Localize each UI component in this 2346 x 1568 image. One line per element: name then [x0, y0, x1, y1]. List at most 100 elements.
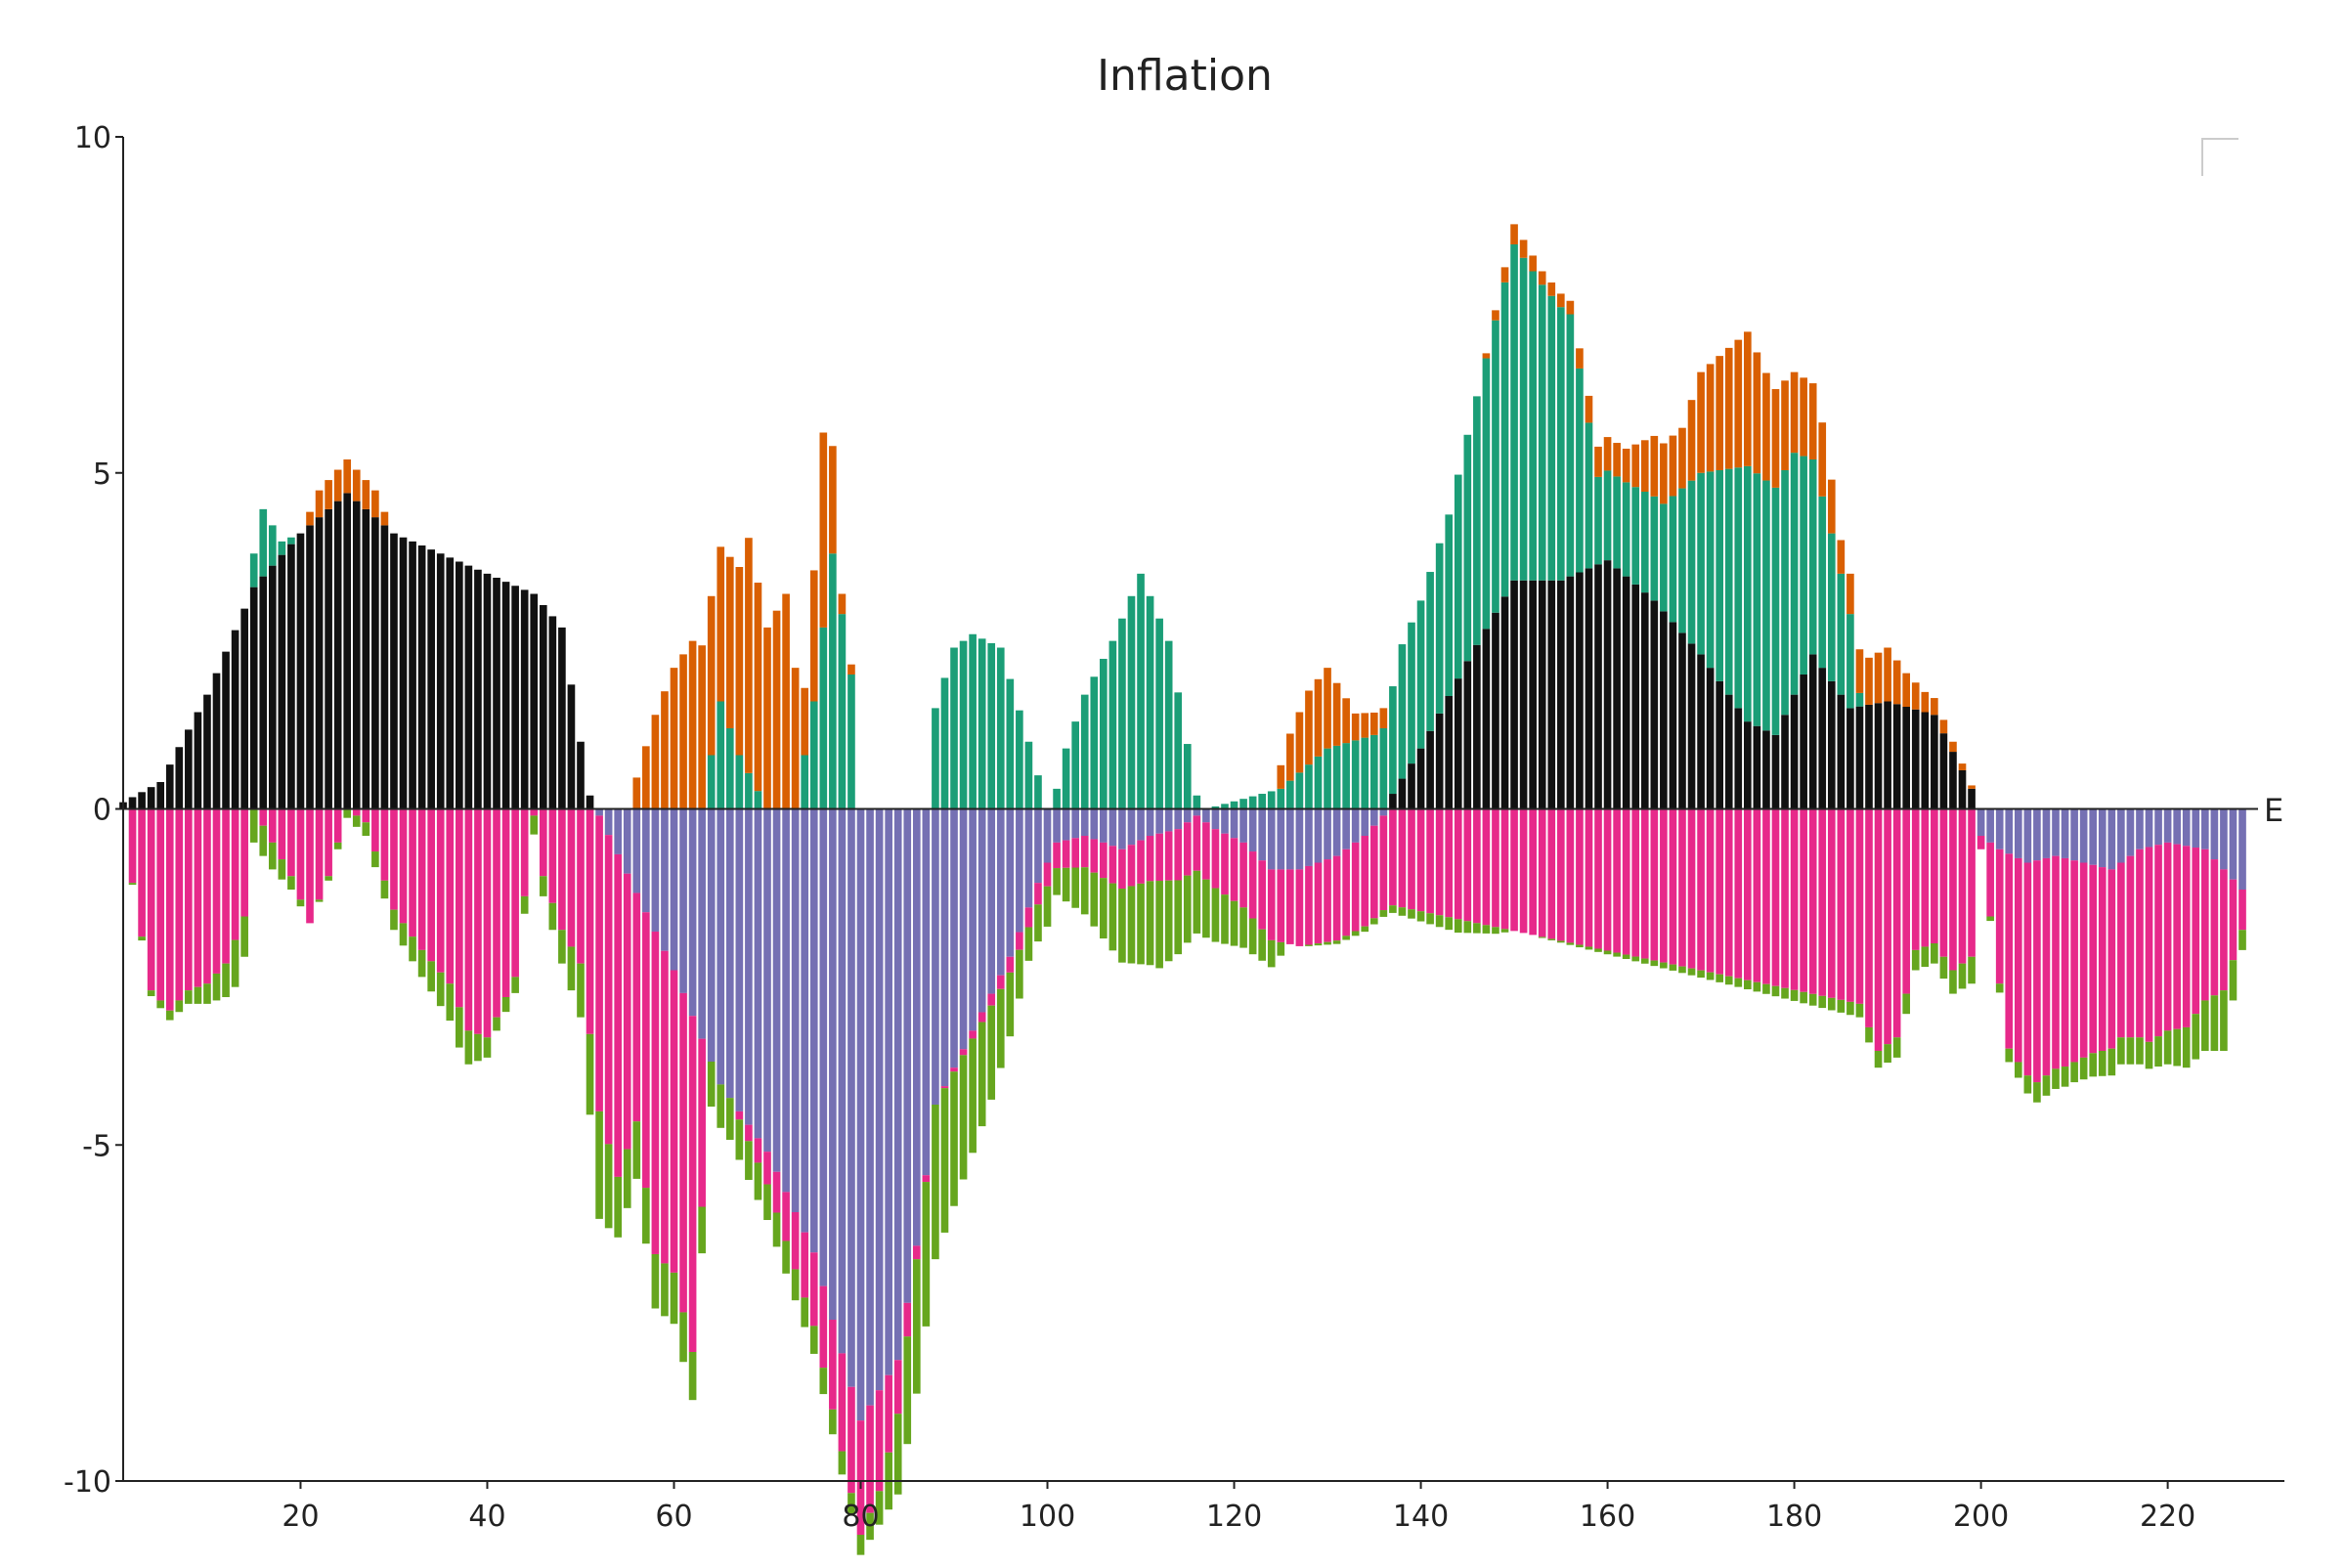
- bar-teal-67: [735, 755, 744, 809]
- bar-purple-60: [670, 808, 678, 971]
- bar-black-153: [1538, 580, 1546, 809]
- bar-magenta-155: [1557, 808, 1565, 941]
- bar-black-174: [1734, 708, 1743, 809]
- bar-black-19: [287, 544, 295, 809]
- bar-green-167: [1669, 964, 1677, 971]
- bar-black-178: [1771, 734, 1780, 809]
- bar-purple-206: [2033, 808, 2041, 861]
- bar-magenta-39: [474, 808, 482, 1034]
- bar-magenta-228: [2238, 890, 2246, 931]
- bar-purple-113: [1164, 808, 1173, 832]
- bar-orange-62: [688, 640, 697, 809]
- bar-green-185: [1837, 999, 1846, 1013]
- bar-green-90: [950, 1071, 958, 1206]
- bar-magenta-136: [1379, 815, 1388, 911]
- bar-magenta-200: [1977, 836, 1985, 849]
- bar-magenta-180: [1790, 808, 1799, 990]
- bar-teal-130: [1324, 748, 1331, 809]
- bar-teal-114: [1174, 692, 1183, 809]
- bar-teal-91: [959, 640, 968, 809]
- bar-orange-175: [1744, 331, 1752, 466]
- bar-green-8: [185, 990, 193, 1004]
- bar-green-68: [745, 1141, 753, 1180]
- bar-magenta-31: [399, 808, 408, 924]
- bar-green-24: [333, 842, 342, 849]
- bar-purple-123: [1258, 808, 1267, 861]
- bar-magenta-158: [1585, 808, 1593, 947]
- bar-black-140: [1416, 748, 1425, 809]
- bar-black-33: [417, 545, 426, 809]
- bar-black-148: [1492, 612, 1499, 809]
- bar-green-39: [474, 1033, 482, 1062]
- bar-orange-60: [670, 668, 678, 809]
- bar-magenta-195: [1931, 808, 1938, 943]
- bar-orange-69: [754, 583, 762, 792]
- bar-black-164: [1640, 592, 1649, 809]
- bar-teal-96: [1006, 678, 1015, 809]
- bar-black-23: [325, 508, 332, 809]
- bar-magenta-150: [1510, 808, 1518, 932]
- bar-orange-59: [661, 691, 669, 809]
- bar-magenta-132: [1342, 849, 1350, 936]
- bar-magenta-137: [1389, 808, 1397, 906]
- bar-magenta-13: [231, 808, 239, 940]
- bar-green-191: [1892, 1037, 1901, 1058]
- bar-magenta-85: [903, 1302, 912, 1337]
- bar-green-221: [2173, 1028, 2181, 1067]
- bar-orange-181: [1800, 377, 1807, 457]
- bar-teal-103: [1071, 721, 1079, 809]
- bar-black-194: [1921, 712, 1930, 809]
- bar-magenta-74: [801, 1232, 809, 1298]
- bar-black-37: [456, 561, 463, 809]
- bar-black-186: [1846, 708, 1854, 809]
- bar-layer: [119, 224, 2246, 1555]
- bar-green-45: [530, 815, 539, 835]
- bar-black-20: [296, 533, 305, 809]
- bar-teal-144: [1454, 474, 1462, 679]
- bar-purple-93: [978, 808, 986, 1013]
- bar-magenta-16: [259, 808, 268, 826]
- bar-purple-210: [2070, 808, 2078, 861]
- bar-purple-213: [2098, 808, 2107, 868]
- bar-magenta-69: [754, 1138, 762, 1163]
- bar-green-187: [1855, 1003, 1864, 1018]
- bar-teal-15: [249, 553, 258, 588]
- bar-teal-143: [1445, 514, 1454, 696]
- bar-teal-160: [1603, 470, 1612, 561]
- bar-green-89: [940, 1088, 949, 1233]
- bar-green-81: [866, 1512, 874, 1541]
- bar-magenta-124: [1267, 869, 1276, 940]
- bar-teal-107: [1108, 640, 1117, 809]
- bar-magenta-149: [1500, 808, 1509, 930]
- bar-orange-135: [1369, 712, 1378, 735]
- bar-teal-113: [1164, 640, 1173, 809]
- bar-purple-79: [847, 808, 855, 1387]
- bar-teal-92: [969, 633, 977, 809]
- bar-green-76: [819, 1368, 828, 1395]
- bar-black-184: [1827, 680, 1836, 809]
- bar-green-157: [1576, 944, 1584, 948]
- bar-magenta-197: [1949, 808, 1957, 971]
- bar-black-163: [1631, 584, 1640, 809]
- bar-purple-101: [1053, 808, 1061, 843]
- bar-magenta-205: [2023, 862, 2032, 1076]
- bar-green-67: [735, 1119, 744, 1160]
- bar-orange-65: [717, 546, 725, 702]
- bar-magenta-12: [222, 808, 230, 964]
- bar-teal-16: [259, 508, 268, 577]
- bar-green-95: [996, 988, 1005, 1068]
- bar-orange-189: [1874, 652, 1883, 704]
- bar-orange-68: [745, 538, 753, 773]
- bar-green-192: [1902, 993, 1911, 1015]
- bar-green-154: [1547, 938, 1556, 940]
- bar-black-42: [501, 582, 510, 809]
- bar-magenta-115: [1183, 822, 1192, 876]
- bar-purple-201: [1986, 808, 1994, 843]
- bar-magenta-29: [380, 808, 389, 881]
- bar-orange-178: [1771, 389, 1780, 488]
- bar-green-72: [782, 1241, 790, 1274]
- bar-magenta-166: [1660, 808, 1668, 963]
- bar-magenta-172: [1716, 808, 1723, 975]
- bar-black-44: [520, 589, 529, 809]
- bar-magenta-91: [959, 1049, 968, 1056]
